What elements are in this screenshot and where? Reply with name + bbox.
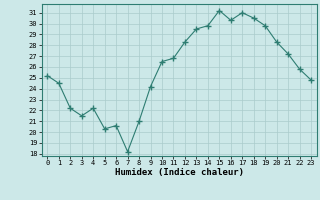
X-axis label: Humidex (Indice chaleur): Humidex (Indice chaleur)	[115, 168, 244, 177]
